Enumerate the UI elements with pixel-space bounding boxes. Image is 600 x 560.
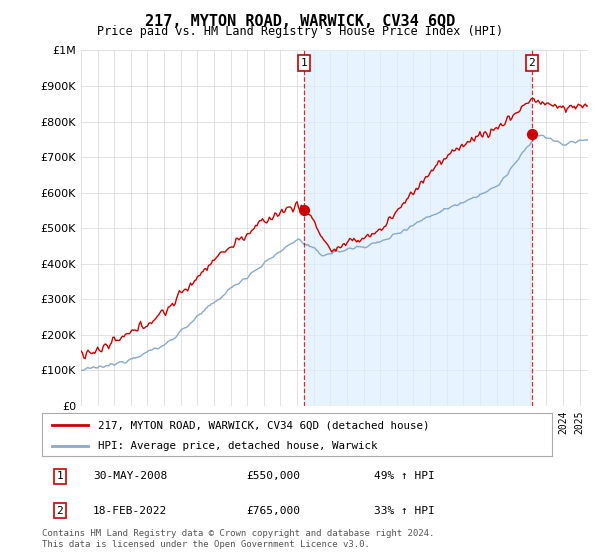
Text: 18-FEB-2022: 18-FEB-2022 <box>93 506 167 516</box>
Text: £765,000: £765,000 <box>246 506 300 516</box>
Point <box>299 206 309 215</box>
Text: Price paid vs. HM Land Registry's House Price Index (HPI): Price paid vs. HM Land Registry's House … <box>97 25 503 38</box>
Point <box>527 129 536 138</box>
Text: £550,000: £550,000 <box>246 472 300 482</box>
Text: 1: 1 <box>56 472 63 482</box>
Bar <box>304 50 532 406</box>
Text: 30-MAY-2008: 30-MAY-2008 <box>93 472 167 482</box>
Text: HPI: Average price, detached house, Warwick: HPI: Average price, detached house, Warw… <box>98 441 377 451</box>
Text: 2: 2 <box>56 506 63 516</box>
Text: 1: 1 <box>301 58 307 68</box>
Text: 217, MYTON ROAD, WARWICK, CV34 6QD (detached house): 217, MYTON ROAD, WARWICK, CV34 6QD (deta… <box>98 421 430 430</box>
Text: 217, MYTON ROAD, WARWICK, CV34 6QD: 217, MYTON ROAD, WARWICK, CV34 6QD <box>145 14 455 29</box>
Text: 49% ↑ HPI: 49% ↑ HPI <box>373 472 434 482</box>
Text: 33% ↑ HPI: 33% ↑ HPI <box>373 506 434 516</box>
Text: 2: 2 <box>529 58 535 68</box>
Text: Contains HM Land Registry data © Crown copyright and database right 2024.
This d: Contains HM Land Registry data © Crown c… <box>42 529 434 549</box>
